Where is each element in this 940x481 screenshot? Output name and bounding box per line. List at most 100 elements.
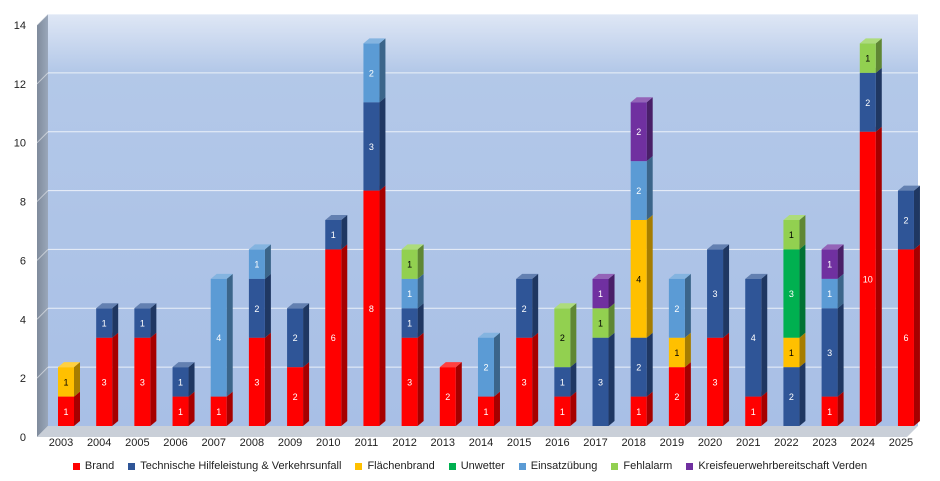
bar-segment: 4 bbox=[210, 273, 233, 397]
bar-segment: 2 bbox=[859, 67, 882, 132]
gridline-side bbox=[36, 131, 49, 144]
bar-side bbox=[417, 244, 424, 279]
bar-side bbox=[799, 215, 806, 250]
bar-front bbox=[592, 308, 609, 338]
bar-front bbox=[630, 396, 647, 426]
bar-front bbox=[821, 308, 838, 397]
bar-segment: 1 bbox=[401, 244, 424, 279]
data-label: 1 bbox=[216, 407, 221, 417]
bar-segment: 1 bbox=[592, 273, 615, 309]
data-label: 2 bbox=[789, 392, 794, 402]
bar-front bbox=[248, 337, 265, 426]
bar-front bbox=[210, 278, 227, 397]
legend-label: Fehlalarm bbox=[623, 460, 673, 472]
bar-side bbox=[150, 303, 157, 338]
bar-segment: 1 bbox=[325, 215, 348, 250]
bar-segment: 1 bbox=[58, 362, 80, 397]
bar-front bbox=[516, 278, 533, 338]
y-tick-label: 6 bbox=[20, 255, 26, 267]
bar-segment: 1 bbox=[401, 303, 424, 338]
bar-segment: 2 bbox=[554, 303, 577, 368]
bar-segment: 8 bbox=[363, 185, 386, 426]
bar-segment: 2 bbox=[630, 156, 653, 220]
data-label: 1 bbox=[407, 289, 412, 299]
bar-segment: 1 bbox=[96, 303, 119, 338]
bar-top bbox=[783, 215, 806, 220]
bar-side bbox=[646, 97, 653, 162]
y-tick-label: 10 bbox=[14, 138, 26, 150]
bar-side bbox=[532, 273, 539, 338]
bar-side bbox=[379, 38, 386, 103]
bar-side bbox=[723, 332, 730, 426]
bar-front bbox=[172, 396, 189, 426]
bar-front bbox=[630, 161, 647, 220]
bar-front bbox=[325, 249, 342, 426]
bar-front bbox=[58, 396, 74, 426]
bar-side bbox=[226, 273, 233, 397]
bar-segment: 3 bbox=[592, 332, 615, 426]
data-label: 8 bbox=[369, 304, 374, 314]
bar-side bbox=[684, 273, 691, 338]
bar-front bbox=[363, 190, 380, 426]
bar-front bbox=[592, 278, 609, 309]
data-label: 1 bbox=[789, 230, 794, 240]
gridline-side bbox=[36, 366, 49, 379]
x-tick-label: 2020 bbox=[698, 437, 722, 449]
bar-top bbox=[439, 362, 462, 368]
data-label: 2 bbox=[865, 98, 870, 108]
data-label: 3 bbox=[102, 377, 107, 387]
side-wall bbox=[37, 14, 48, 437]
x-tick-label: 2024 bbox=[851, 437, 875, 449]
bar-side bbox=[875, 67, 882, 132]
bar-segment: 6 bbox=[897, 244, 920, 426]
legend-item: Kreisfeuerwehrbereitschaft Verden bbox=[686, 460, 867, 472]
data-label: 2 bbox=[293, 333, 298, 343]
legend-item: Unwetter bbox=[448, 460, 505, 472]
gridline-side bbox=[36, 13, 49, 26]
data-label: 3 bbox=[789, 289, 794, 299]
bar-top bbox=[287, 303, 310, 309]
bar-segment: 3 bbox=[707, 332, 730, 426]
bar-side bbox=[455, 362, 462, 426]
bar-top bbox=[630, 97, 653, 103]
bar-top bbox=[554, 303, 577, 309]
x-tick-label: 2004 bbox=[87, 437, 111, 449]
bar-segment: 3 bbox=[401, 332, 424, 426]
data-label: 1 bbox=[560, 407, 565, 417]
bar-front bbox=[821, 278, 838, 309]
bar-side bbox=[532, 332, 539, 426]
bar-side bbox=[188, 362, 195, 397]
bar-front bbox=[58, 367, 74, 397]
x-tick-label: 2022 bbox=[774, 437, 798, 449]
bar-segment: 2 bbox=[287, 303, 310, 368]
bar-segment: 2 bbox=[477, 332, 500, 397]
x-tick-label: 2012 bbox=[392, 437, 416, 449]
x-tick-label: 2017 bbox=[583, 437, 607, 449]
data-label: 3 bbox=[598, 377, 603, 387]
bar-side bbox=[74, 391, 80, 426]
bar-top bbox=[477, 332, 500, 338]
bar-front bbox=[439, 367, 456, 426]
bar-segment: 2 bbox=[783, 362, 806, 426]
bar-front bbox=[172, 367, 189, 397]
bar-segment: 1 bbox=[668, 332, 691, 368]
bars: 1 1 3 1 3 1 1 1 1 4 3 2 1 2 2 6 1 8 3 2 3 1 1 1 2 1 2 3 2 1 1 2 3 1 1 1 2 4 2 2… bbox=[58, 38, 920, 426]
data-label: 1 bbox=[407, 319, 412, 329]
data-label: 1 bbox=[827, 289, 832, 299]
bar-front bbox=[477, 396, 494, 426]
gridline-side bbox=[36, 190, 49, 202]
bar-front bbox=[134, 308, 151, 338]
bar-segment: 1 bbox=[821, 273, 844, 309]
bar-side bbox=[646, 332, 653, 397]
legend-label: Einsatzübung bbox=[530, 460, 598, 472]
bar-front bbox=[783, 367, 800, 426]
bar-side bbox=[837, 391, 844, 426]
data-label: 1 bbox=[865, 54, 870, 64]
bar-front bbox=[401, 249, 418, 279]
bar-segment: 4 bbox=[630, 215, 653, 338]
data-label: 1 bbox=[636, 407, 641, 417]
bar-top bbox=[325, 215, 348, 220]
bar-segment: 3 bbox=[134, 332, 157, 426]
bar-segment: 1 bbox=[477, 391, 500, 426]
